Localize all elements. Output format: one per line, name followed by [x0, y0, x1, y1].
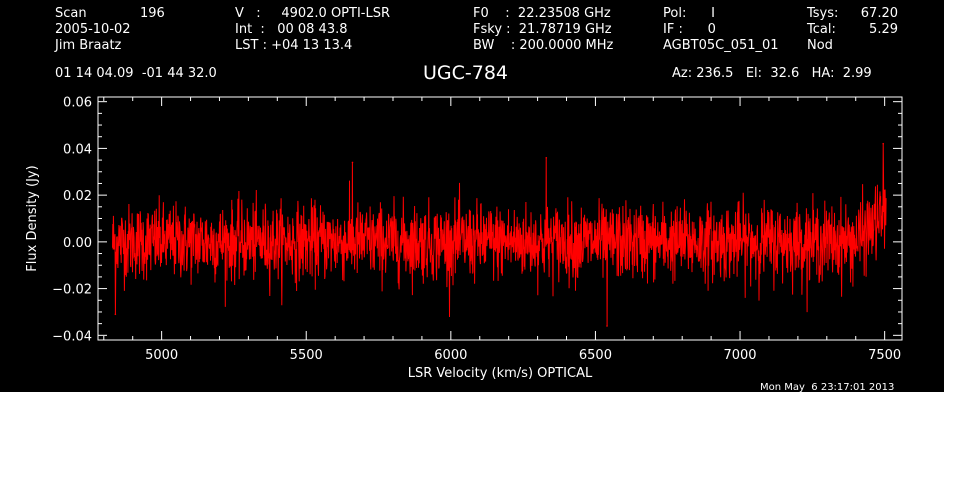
source-coordinates: 01 14 04.09 -01 44 32.0: [55, 66, 217, 81]
velocity-info: V : 4902.0 OPTI-LSR: [235, 6, 391, 21]
project-id: AGBT05C_051_01: [663, 38, 779, 53]
switching-mode: Nod: [807, 38, 833, 53]
tcal-value: 5.29: [869, 22, 898, 37]
spectrum-chart: 5000 5500 6000 6500 7000 7500 −0.04 −0.02 0.00 0.…: [25, 96, 903, 381]
chart-title: UGC-784: [423, 62, 509, 84]
y-tick-label: −0.04: [52, 329, 92, 344]
rest-frequency: F0 : 22.23508 GHz: [473, 6, 611, 21]
y-tick-label: 0.00: [63, 236, 92, 251]
tsys-label: Tsys:: [807, 6, 839, 21]
y-tick-label: 0.06: [63, 96, 92, 111]
scan-label: Scan: [55, 6, 87, 21]
feature-point-0: [114, 313, 117, 316]
observation-date: 2005-10-02: [55, 22, 131, 37]
y-tick-label: 0.02: [63, 189, 92, 204]
scan-number: 196: [140, 6, 165, 21]
az-el-ha: Az: 236.5 El: 32.6 HA: 2.99: [672, 66, 872, 81]
feature-point-1: [351, 161, 354, 164]
y-tick-label: 0.04: [63, 142, 92, 157]
x-tick-label: 6500: [579, 348, 612, 363]
spectrum-trace: [112, 143, 887, 327]
x-tick-label: 6000: [434, 348, 467, 363]
y-axis-label: Flux Density (Jy): [25, 165, 40, 271]
sky-frequency: Fsky : 21.78719 GHz: [473, 22, 612, 37]
x-tick-label: 7000: [723, 348, 756, 363]
x-axis-label: LSR Velocity (km/s) OPTICAL: [408, 366, 593, 381]
integration-time: Int : 00 08 43.8: [235, 22, 348, 37]
observer-name: Jim Braatz: [55, 38, 122, 53]
feature-point-4: [882, 142, 885, 145]
bandwidth: BW : 200.0000 MHz: [473, 38, 614, 53]
if-number: IF : 0: [663, 22, 716, 37]
feature-point-3: [606, 325, 608, 327]
feature-point-2: [545, 156, 548, 159]
polarization: Pol: I: [663, 6, 715, 21]
x-tick-label: 5000: [145, 348, 178, 363]
x-tick-label: 7500: [868, 348, 901, 363]
x-tick-label: 5500: [290, 348, 323, 363]
plot-panel: Scan 196 2005-10-02 Jim Braatz V : 4902.…: [0, 0, 944, 393]
y-tick-label: −0.02: [52, 283, 92, 298]
plot-timestamp: Mon May 6 23:17:01 2013: [760, 382, 895, 393]
lst-info: LST : +04 13 13.4: [235, 38, 353, 53]
tsys-value: 67.20: [860, 6, 898, 21]
tcal-label: Tcal:: [807, 22, 836, 37]
